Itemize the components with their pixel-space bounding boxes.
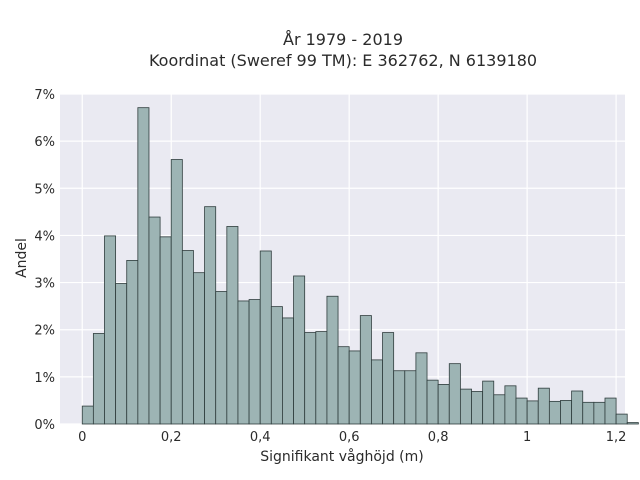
y-tick-label: 0% <box>34 418 55 433</box>
histogram-bar <box>548 400 561 425</box>
y-tick-labels: 0% 1% 2% 3% 4% 5% 6% 7% <box>34 88 55 433</box>
x-tick-label: 0,6 <box>339 430 360 445</box>
x-tick-label: 1 <box>523 430 531 445</box>
histogram-bar <box>526 400 539 425</box>
histogram-bar <box>615 413 628 425</box>
histogram-bar <box>382 332 395 425</box>
histogram-bar <box>437 383 450 425</box>
histogram-bar <box>415 352 428 425</box>
histogram-bar <box>248 299 261 425</box>
histogram-bar <box>459 388 472 425</box>
histogram-bar <box>270 306 283 425</box>
histogram-bar <box>137 107 150 425</box>
histogram-bar <box>426 379 439 425</box>
histogram-bar <box>571 390 584 425</box>
histogram-bar <box>115 283 128 425</box>
histogram-bar <box>148 216 161 425</box>
histogram-bar <box>304 332 317 425</box>
histogram-bar <box>504 385 517 425</box>
histogram-bar <box>181 250 194 425</box>
x-tick-label: 1,2 <box>606 430 627 445</box>
y-tick-label: 2% <box>34 324 55 339</box>
histogram-bar <box>326 295 339 425</box>
histogram-bar <box>604 397 617 425</box>
histogram-bar <box>348 350 361 425</box>
histogram-bar <box>259 250 272 425</box>
histogram-bar <box>237 300 250 425</box>
histogram-bar <box>537 387 550 425</box>
histogram-bar <box>337 346 350 425</box>
histogram-bar <box>293 275 306 425</box>
histogram-bar <box>104 235 117 425</box>
histogram-bar <box>282 317 294 425</box>
histogram-bar <box>193 272 205 425</box>
y-tick-label: 3% <box>34 277 55 292</box>
y-tick-label: 5% <box>34 182 55 197</box>
bar-layer <box>81 107 639 425</box>
x-tick-label: 0,8 <box>428 430 449 445</box>
histogram-bar <box>159 236 172 425</box>
histogram-bar <box>170 159 183 425</box>
histogram-bar <box>371 359 383 425</box>
histogram-bar <box>493 394 506 425</box>
histogram-bar <box>81 405 94 425</box>
x-axis-label: Signifikant våghöjd (m) <box>260 448 423 465</box>
histogram-bar <box>359 315 372 425</box>
histogram-bar <box>560 400 573 425</box>
histogram-bar <box>448 363 461 425</box>
y-axis-label: Andel <box>14 238 30 278</box>
x-tick-label: 0,2 <box>161 430 182 445</box>
histogram-bar <box>315 331 328 425</box>
x-tick-label: 0 <box>78 430 86 445</box>
histogram-bar <box>626 422 639 425</box>
histogram-bar <box>226 226 239 425</box>
chart-title: År 1979 - 2019 <box>283 30 403 49</box>
histogram-bar <box>204 206 217 425</box>
histogram-bar <box>515 397 528 425</box>
histogram-bar <box>582 401 595 425</box>
histogram-bar <box>404 370 417 425</box>
histogram-bar <box>393 370 406 425</box>
histogram-bar <box>126 260 139 425</box>
y-tick-label: 6% <box>34 135 55 150</box>
histogram-bar <box>92 333 105 425</box>
histogram-bar <box>482 380 495 425</box>
x-tick-labels: 0 0,2 0,4 0,6 0,8 1 1,2 <box>78 430 626 445</box>
y-tick-label: 4% <box>34 229 55 244</box>
y-tick-label: 7% <box>34 88 55 103</box>
histogram-bar <box>471 391 484 425</box>
x-tick-label: 0,4 <box>250 430 271 445</box>
y-tick-label: 1% <box>34 371 55 386</box>
histogram-bar <box>593 401 606 425</box>
chart-subtitle: Koordinat (Sweref 99 TM): E 362762, N 61… <box>149 51 537 70</box>
histogram-bar <box>215 291 228 425</box>
